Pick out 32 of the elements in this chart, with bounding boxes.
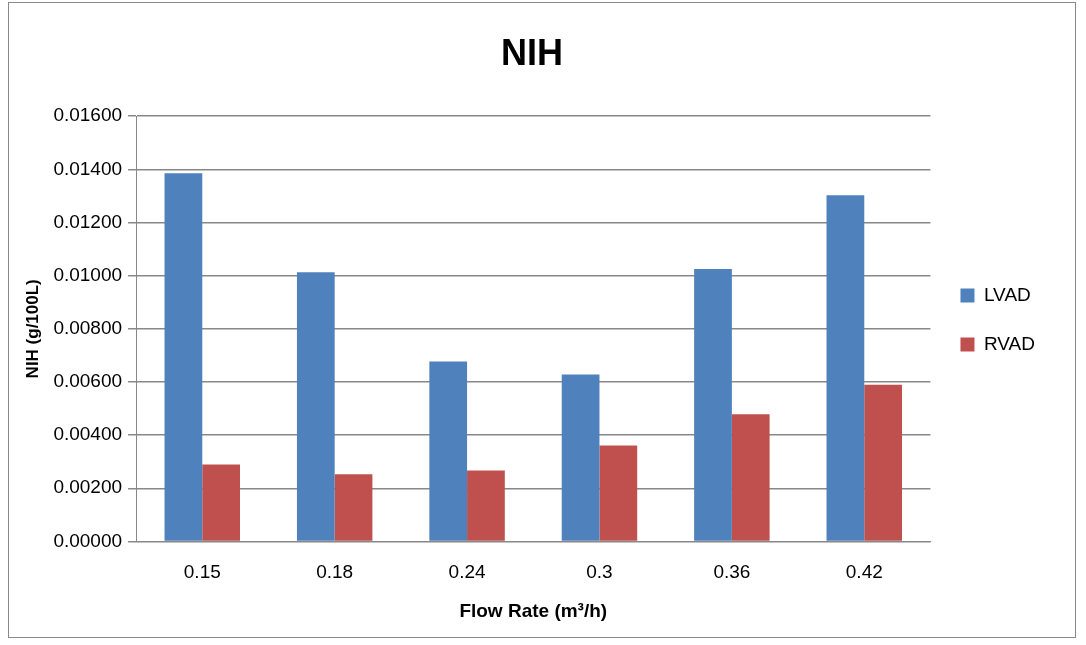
y-tick-label: 0.00800	[53, 317, 123, 339]
x-tick-label: 0.36	[713, 561, 751, 583]
bar	[561, 374, 600, 541]
y-tick-label: 0.01200	[53, 210, 123, 232]
y-tick-label: 0.01600	[53, 104, 123, 126]
x-tick-label: 0.42	[845, 561, 883, 583]
y-tick-label: 0.00000	[53, 529, 123, 551]
bar	[334, 474, 373, 541]
bar	[467, 470, 505, 541]
bar	[202, 464, 241, 541]
bar	[864, 384, 902, 541]
x-tick-label: 0.18	[316, 561, 354, 583]
x-tick-label: 0.3	[586, 561, 613, 583]
chart-title: NIH	[501, 31, 563, 73]
y-tick-label: 0.00600	[53, 370, 123, 392]
y-tick-label: 0.01400	[53, 157, 123, 179]
bar	[694, 269, 732, 541]
bar	[164, 173, 203, 541]
bar	[826, 195, 865, 541]
x-tick-label: 0.24	[448, 561, 486, 583]
legend-label: RVAD	[983, 332, 1036, 354]
y-tick-label: 0.00200	[53, 476, 123, 498]
y-tick-label: 0.00400	[53, 423, 123, 445]
bar	[429, 361, 468, 541]
bar	[731, 414, 770, 541]
legend-label: LVAD	[983, 283, 1031, 305]
x-tick-label: 0.15	[183, 561, 221, 583]
bar	[599, 445, 638, 541]
y-tick-label: 0.01000	[53, 263, 123, 285]
y-axis-title: NIH (g/100L)	[22, 279, 42, 379]
bar	[296, 272, 335, 541]
x-axis-title: Flow Rate (m³/h)	[459, 599, 608, 621]
